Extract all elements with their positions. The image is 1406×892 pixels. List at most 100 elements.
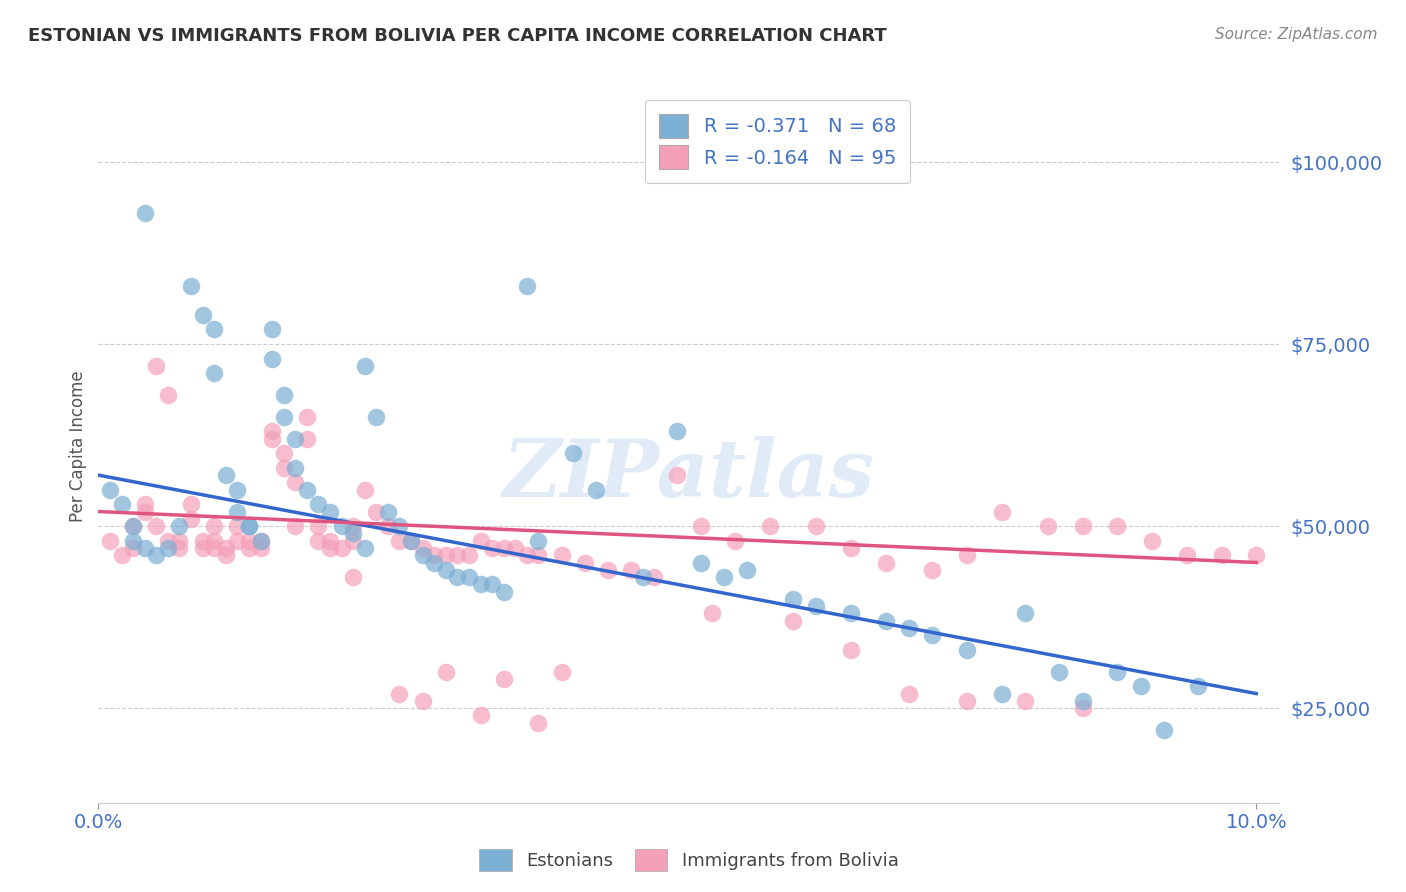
Point <box>434 665 457 679</box>
Legend: R = -0.371   N = 68, R = -0.164   N = 95: R = -0.371 N = 68, R = -0.164 N = 95 <box>645 100 910 183</box>
Point <box>180 278 202 293</box>
Point <box>527 715 550 730</box>
Point <box>295 409 318 424</box>
Point <box>215 468 238 483</box>
Point <box>249 541 271 555</box>
Point <box>342 526 364 541</box>
Point <box>990 504 1012 518</box>
Point <box>839 607 862 621</box>
Legend: Estonians, Immigrants from Bolivia: Estonians, Immigrants from Bolivia <box>472 842 905 879</box>
Point <box>353 359 375 373</box>
Point <box>353 483 375 497</box>
Point <box>307 533 329 548</box>
Point <box>470 533 492 548</box>
Point <box>273 409 295 424</box>
Point <box>134 497 156 511</box>
Point <box>921 628 943 642</box>
Point <box>782 591 804 606</box>
Point <box>516 278 538 293</box>
Point <box>503 541 526 555</box>
Point <box>262 432 284 446</box>
Point <box>643 570 665 584</box>
Point <box>156 533 179 548</box>
Point <box>262 322 284 336</box>
Point <box>1071 701 1094 715</box>
Point <box>412 694 434 708</box>
Point <box>1071 694 1094 708</box>
Point <box>620 563 643 577</box>
Point <box>1129 679 1152 693</box>
Point <box>366 504 388 518</box>
Point <box>839 541 862 555</box>
Point <box>434 548 457 562</box>
Point <box>202 322 225 336</box>
Point <box>319 504 342 518</box>
Point <box>689 556 711 570</box>
Point <box>249 533 271 548</box>
Point <box>122 541 145 555</box>
Point <box>527 548 550 562</box>
Point <box>492 541 515 555</box>
Point <box>956 643 979 657</box>
Point <box>226 533 249 548</box>
Point <box>307 497 329 511</box>
Point <box>574 556 596 570</box>
Point <box>169 533 191 548</box>
Point <box>1246 548 1268 562</box>
Point <box>921 563 943 577</box>
Y-axis label: Per Capita Income: Per Capita Income <box>69 370 87 522</box>
Point <box>156 388 179 402</box>
Point <box>990 687 1012 701</box>
Point <box>262 425 284 439</box>
Point <box>353 541 375 555</box>
Point <box>330 541 353 555</box>
Point <box>110 548 132 562</box>
Point <box>759 519 782 533</box>
Point <box>412 541 434 555</box>
Point <box>191 533 214 548</box>
Point <box>273 446 295 460</box>
Point <box>122 519 145 533</box>
Point <box>423 556 446 570</box>
Point <box>897 687 920 701</box>
Point <box>169 519 191 533</box>
Point <box>596 563 619 577</box>
Point <box>145 359 167 373</box>
Point <box>1014 607 1036 621</box>
Point <box>191 541 214 555</box>
Point <box>1107 519 1129 533</box>
Point <box>134 504 156 518</box>
Point <box>1211 548 1233 562</box>
Point <box>202 541 225 555</box>
Point <box>446 548 468 562</box>
Point <box>307 519 329 533</box>
Point <box>412 548 434 562</box>
Point <box>458 548 481 562</box>
Point <box>319 533 342 548</box>
Point <box>666 425 689 439</box>
Point <box>377 504 399 518</box>
Point <box>388 533 411 548</box>
Point <box>215 541 238 555</box>
Point <box>666 468 689 483</box>
Point <box>562 446 585 460</box>
Point <box>238 541 260 555</box>
Point <box>470 577 492 591</box>
Point <box>713 570 735 584</box>
Point <box>481 541 503 555</box>
Point <box>191 308 214 322</box>
Point <box>1140 533 1163 548</box>
Point <box>319 541 342 555</box>
Text: Source: ZipAtlas.com: Source: ZipAtlas.com <box>1215 27 1378 42</box>
Point <box>689 519 711 533</box>
Point <box>238 533 260 548</box>
Text: ZIPatlas: ZIPatlas <box>503 436 875 513</box>
Point <box>806 519 828 533</box>
Point <box>238 519 260 533</box>
Point <box>262 351 284 366</box>
Point <box>238 519 260 533</box>
Point <box>1107 665 1129 679</box>
Point <box>481 577 503 591</box>
Point <box>202 366 225 380</box>
Text: ESTONIAN VS IMMIGRANTS FROM BOLIVIA PER CAPITA INCOME CORRELATION CHART: ESTONIAN VS IMMIGRANTS FROM BOLIVIA PER … <box>28 27 887 45</box>
